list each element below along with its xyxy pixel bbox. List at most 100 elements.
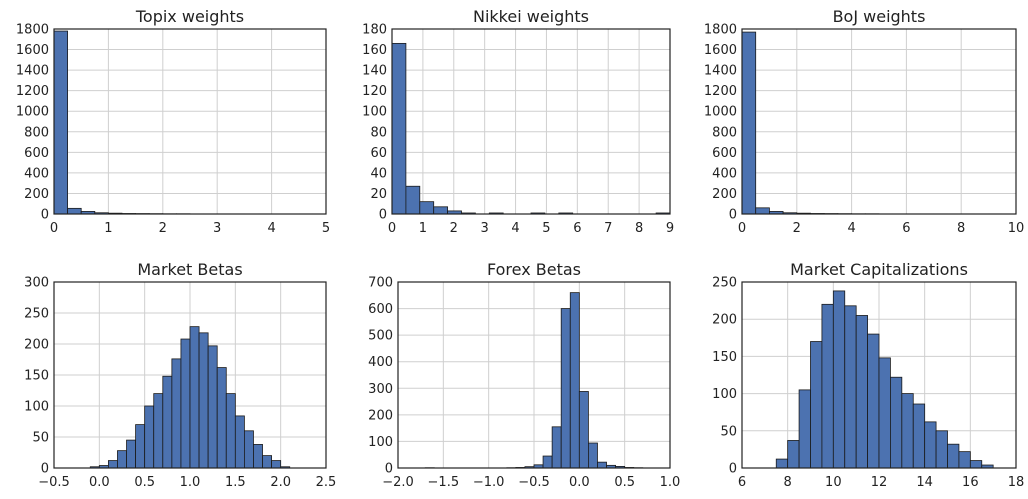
y-tick-label: 300 <box>368 382 393 397</box>
x-tick-label: 0.5 <box>134 475 155 490</box>
histogram-bar <box>775 458 789 469</box>
y-tick-label: 80 <box>370 125 387 140</box>
x-tick-label: −0.5 <box>38 475 70 490</box>
histogram-bar <box>890 376 903 469</box>
histogram-bar <box>271 460 282 469</box>
histogram-panel: 0 1 2 3 4 5 6 7 8 9 0 20 40 60 80 100 120 140 160 180 Nikkei… <box>362 7 674 236</box>
plot-frame <box>397 281 671 469</box>
histogram-bar <box>969 460 983 469</box>
x-tick-label: 3 <box>213 221 221 236</box>
plot-frame <box>741 28 1017 215</box>
y-tick-label: 200 <box>368 408 393 423</box>
plot-frame <box>53 28 327 215</box>
x-tick-label: 8 <box>784 475 792 490</box>
histogram-bar <box>433 206 449 215</box>
histogram-bar <box>542 455 553 469</box>
histogram-bar <box>901 393 914 469</box>
x-tick-label: 4 <box>267 221 275 236</box>
x-tick-label: 9 <box>666 221 674 236</box>
x-tick-label: 10 <box>825 475 842 490</box>
histogram-bar <box>53 30 68 215</box>
plot-frame <box>741 281 1017 469</box>
y-tick-label: 0 <box>379 208 387 223</box>
x-tick-label: 0.5 <box>614 475 635 490</box>
y-tick-label: 100 <box>362 105 387 120</box>
x-tick-label: 18 <box>1008 475 1025 490</box>
y-tick-label: 40 <box>370 166 387 181</box>
histogram-bar <box>844 305 857 469</box>
histogram-panel: 0 1 2 3 4 5 0 200 400 600 800 1000 1200 1400 1600 1800 T… <box>16 7 330 236</box>
histogram-bar <box>108 460 118 469</box>
histogram-bar <box>225 393 236 469</box>
y-tick-label: 1000 <box>704 105 737 120</box>
histogram-bar <box>117 450 127 469</box>
y-tick-label: 1400 <box>16 64 49 79</box>
y-tick-label: 800 <box>712 125 737 140</box>
histogram-bar <box>391 42 407 215</box>
histogram-bar <box>867 333 880 469</box>
x-tick-label: 2 <box>159 221 167 236</box>
chart-title: Market Betas <box>137 260 242 279</box>
histogram-bar <box>207 345 218 469</box>
x-tick-label: 0 <box>388 221 396 236</box>
x-tick-label: 1 <box>419 221 427 236</box>
y-tick-label: 0 <box>41 208 49 223</box>
x-tick-label: −0.5 <box>518 475 550 490</box>
histogram-bar <box>405 185 421 215</box>
chart-title: Topix weights <box>135 7 244 26</box>
x-tick-label: −1.5 <box>428 475 460 490</box>
x-tick-label: 2.5 <box>316 475 337 490</box>
histogram-bar <box>798 389 811 469</box>
x-tick-label: 1 <box>104 221 112 236</box>
y-tick-label: 1800 <box>704 23 737 38</box>
y-tick-label: 0 <box>729 208 737 223</box>
y-tick-label: 600 <box>712 146 737 161</box>
y-tick-label: 1200 <box>16 84 49 99</box>
y-tick-label: 1600 <box>704 43 737 58</box>
x-tick-label: 3 <box>481 221 489 236</box>
x-tick-label: 4 <box>511 221 519 236</box>
histogram-bar <box>189 326 200 469</box>
y-tick-label: 1000 <box>16 105 49 120</box>
histogram-panel: −2.0 −1.5 −1.0 −0.5 0.0 0.5 1.0 0 100 200 300 400 50… <box>368 260 680 490</box>
histogram-bar <box>243 430 254 469</box>
y-tick-label: 300 <box>24 276 49 291</box>
y-tick-label: 600 <box>24 146 49 161</box>
histogram-bar <box>253 444 263 469</box>
y-tick-label: 250 <box>712 276 737 291</box>
x-tick-label: 1.5 <box>225 475 246 490</box>
plot-frame <box>53 281 327 469</box>
histogram-bar <box>741 31 757 215</box>
histogram-bar <box>198 332 209 469</box>
y-tick-label: 150 <box>24 369 49 384</box>
y-tick-label: 140 <box>362 64 387 79</box>
histogram-bar <box>935 430 948 469</box>
y-tick-label: 1400 <box>704 64 737 79</box>
x-tick-label: 14 <box>916 475 933 490</box>
y-tick-label: 250 <box>24 307 49 322</box>
histogram-bar <box>126 439 136 469</box>
histogram-panel: −0.5 0.0 0.5 1.0 1.5 2.0 2.5 0 50 100 150 200 250 300… <box>24 260 336 490</box>
histogram-bar <box>787 440 800 469</box>
histogram-bar <box>578 391 589 469</box>
y-tick-label: 120 <box>362 84 387 99</box>
y-tick-label: 200 <box>24 187 49 202</box>
x-tick-label: 0.0 <box>569 475 590 490</box>
histogram-bar <box>588 442 598 469</box>
x-tick-label: 2 <box>450 221 458 236</box>
x-tick-label: 0 <box>50 221 58 236</box>
y-tick-label: 150 <box>712 350 737 365</box>
histogram-panel: 0 2 4 6 8 10 0 200 400 600 800 1000 1200 1400 1600 1800… <box>704 7 1024 236</box>
y-tick-label: 0 <box>729 462 737 477</box>
y-tick-label: 400 <box>712 166 737 181</box>
y-tick-label: 50 <box>32 431 49 446</box>
chart-title: Market Capitalizations <box>790 260 968 279</box>
histogram-bar <box>171 358 182 469</box>
y-tick-label: 100 <box>368 435 393 450</box>
histogram-bar <box>144 405 155 469</box>
histogram-bar <box>821 303 834 469</box>
x-tick-label: 0 <box>738 221 746 236</box>
histogram-panel: 6 8 10 12 14 16 18 0 50 100 150 200 250 Market Capita… <box>712 260 1024 490</box>
x-tick-label: 6 <box>738 475 746 490</box>
y-tick-label: 0 <box>41 462 49 477</box>
